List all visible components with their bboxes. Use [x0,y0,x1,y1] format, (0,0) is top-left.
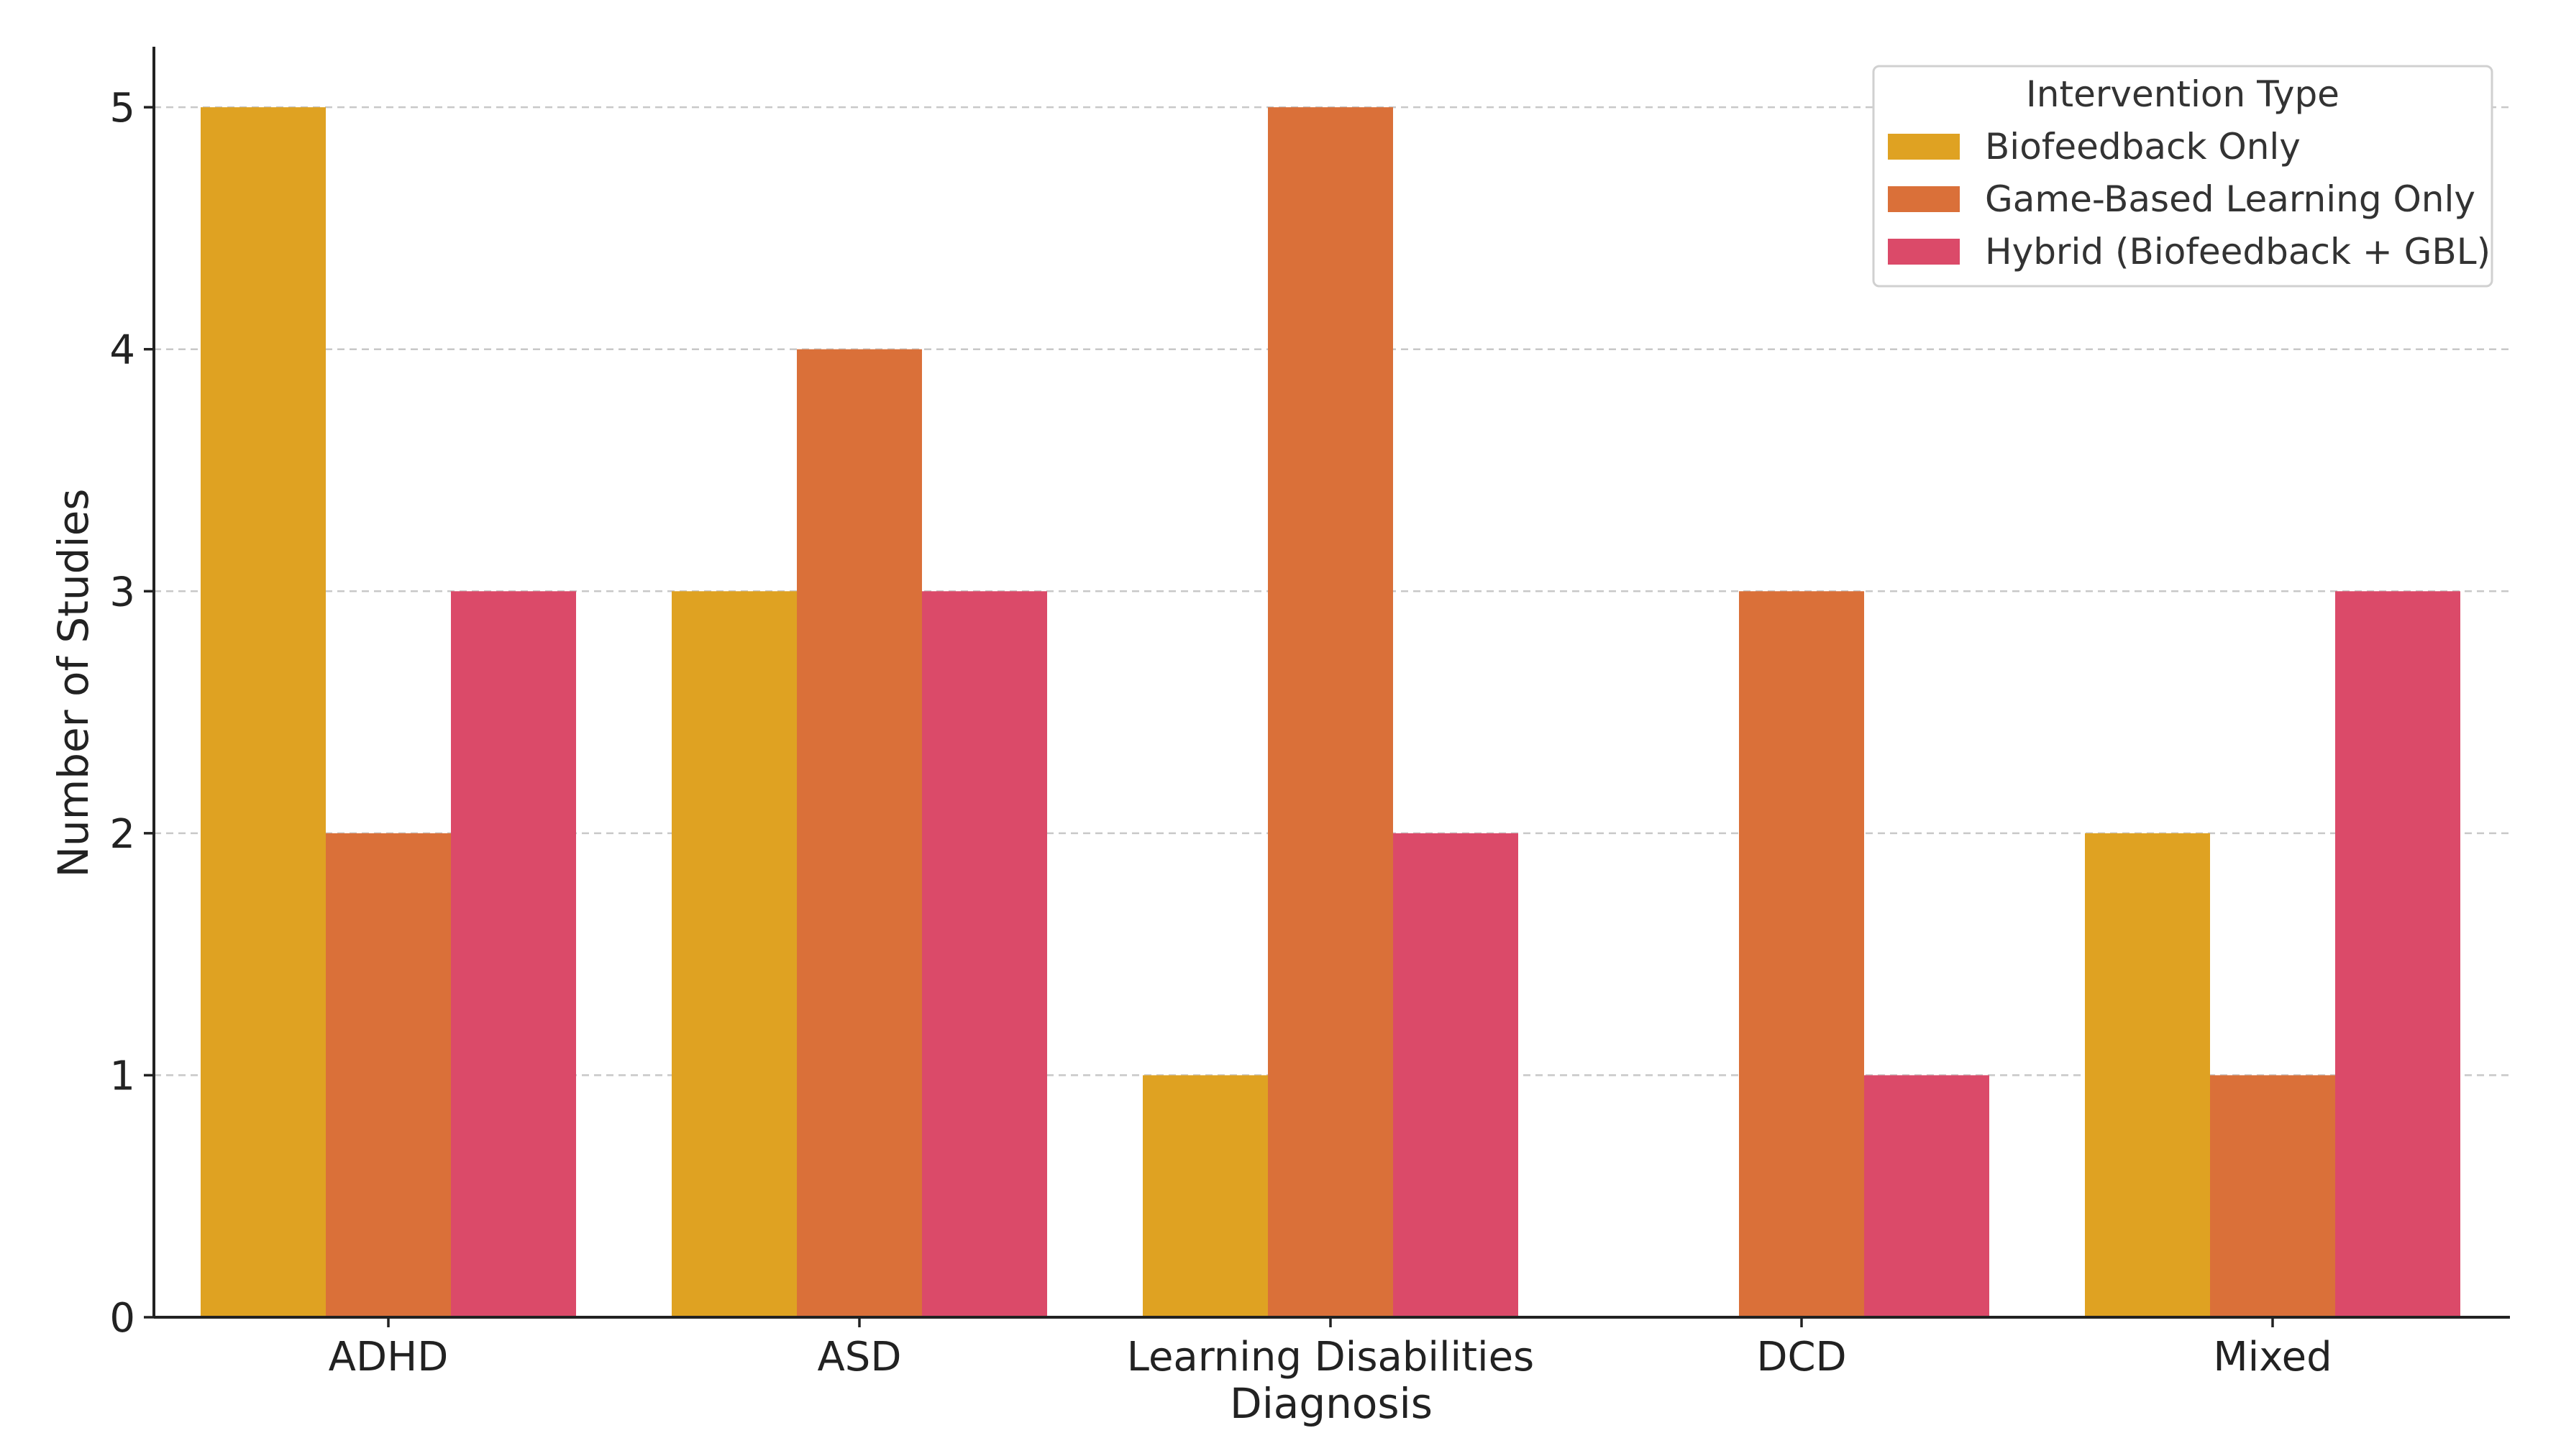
legend-swatch [1888,134,1960,160]
legend-label: Hybrid (Biofeedback + GBL) [1985,231,2491,273]
bar-learning-disabilities-series-1 [1143,1075,1268,1317]
bar-asd-series-3 [922,591,1047,1317]
legend-swatch [1888,239,1960,265]
y-tick-label: 4 [109,327,135,374]
bar-learning-disabilities-series-2 [1268,107,1393,1318]
legend-items: Biofeedback Only Game-Based Learning Only… [1888,126,2491,273]
x-axis-title: Diagnosis [1230,1379,1433,1428]
bar-mixed-series-2 [2210,1075,2335,1317]
y-tick-label: 2 [109,811,135,858]
y-tick-label: 1 [109,1053,135,1099]
x-tick-label: DCD [1756,1334,1846,1381]
bar-mixed-series-3 [2335,591,2460,1317]
y-tick-label: 5 [109,85,135,132]
bar-adhd-series-1 [201,107,326,1318]
x-tick-label: Learning Disabilities [1127,1334,1534,1381]
bar-asd-series-2 [797,349,922,1317]
bar-adhd-series-3 [451,591,576,1317]
bar-mixed-series-1 [2085,833,2210,1317]
bar-adhd-series-2 [326,833,451,1317]
legend-label: Biofeedback Only [1985,126,2301,168]
x-tick-label: Mixed [2213,1334,2332,1381]
bar-asd-series-1 [672,591,797,1317]
legend-swatch [1888,186,1960,212]
legend-label: Game-Based Learning Only [1985,178,2475,220]
x-tick-label: ASD [818,1334,902,1381]
legend-title: Intervention Type [2026,73,2339,115]
axes [152,47,2510,1319]
y-tick-label: 3 [109,569,135,615]
bar-learning-disabilities-series-3 [1393,833,1518,1317]
legend-frame [1872,65,2493,288]
x-tick-label: ADHD [329,1334,449,1381]
tick-labels: 0 1 2 3 4 5 ADHD ASD Learning Disabilities DCD Mix… [109,85,2332,1381]
bar-dcd-series-2 [1739,591,1864,1317]
bars [201,107,2460,1318]
y-tick-label: 0 [109,1295,135,1342]
legend: Intervention Type Biofeedback Only Game-B… [1872,65,2493,288]
bar-dcd-series-3 [1864,1075,1989,1317]
y-axis-title: Number of Studies [49,489,98,878]
